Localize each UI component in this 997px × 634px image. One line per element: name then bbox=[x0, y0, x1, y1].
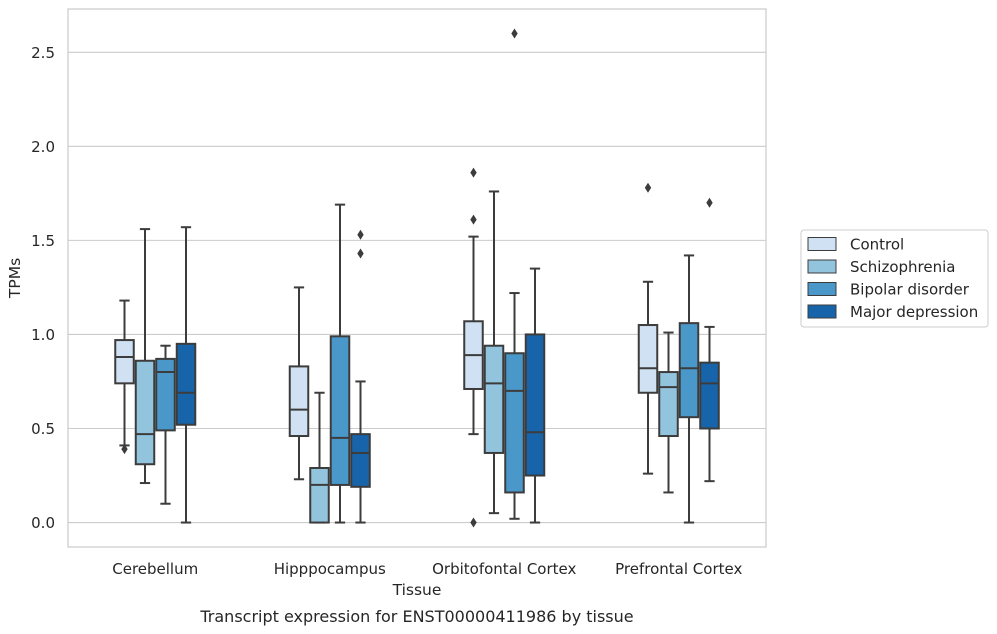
chart-caption: Transcript expression for ENST0000041198… bbox=[199, 607, 633, 626]
box bbox=[175, 226, 197, 524]
box-rect bbox=[678, 322, 700, 419]
boxes bbox=[114, 28, 720, 528]
box-rect bbox=[175, 342, 197, 426]
gridlines bbox=[68, 51, 766, 524]
box bbox=[463, 167, 484, 528]
legend-swatch bbox=[807, 304, 837, 319]
x-tick-labels: Cerebellum Hipppocampus Orbitofontal Corte… bbox=[112, 560, 742, 578]
box bbox=[504, 28, 525, 520]
outlier-point bbox=[357, 229, 364, 240]
box bbox=[483, 190, 505, 515]
box-rect bbox=[483, 344, 505, 454]
outlier-point bbox=[470, 167, 477, 178]
x-tick-label: Orbitofontal Cortex bbox=[432, 560, 576, 578]
y-tick-label: 0.0 bbox=[31, 514, 55, 532]
box bbox=[134, 228, 156, 485]
outlier-point bbox=[121, 444, 128, 455]
box bbox=[658, 331, 679, 494]
y-axis-label: TPMs bbox=[6, 258, 24, 299]
outlier-point bbox=[706, 197, 713, 208]
box-rect bbox=[350, 433, 371, 488]
box bbox=[114, 299, 135, 455]
box-rect bbox=[504, 352, 525, 494]
y-tick-label: 1.0 bbox=[31, 326, 55, 344]
legend-label: Control bbox=[850, 236, 904, 254]
y-tick-label: 1.5 bbox=[31, 232, 55, 250]
legend-swatch bbox=[807, 259, 837, 274]
box bbox=[329, 203, 351, 524]
box bbox=[155, 344, 176, 505]
x-tick-label: Prefrontal Cortex bbox=[615, 560, 742, 578]
box bbox=[309, 391, 330, 524]
plot-area bbox=[67, 8, 767, 548]
legend: Control Schizophrenia Bipolar disorder Majo… bbox=[800, 229, 989, 328]
legend-frame bbox=[800, 229, 989, 328]
box-rect bbox=[329, 335, 351, 486]
y-tick-label: 2.5 bbox=[31, 44, 55, 62]
legend-label: Schizophrenia bbox=[850, 258, 955, 276]
box-rect bbox=[134, 359, 156, 466]
outlier-point bbox=[470, 517, 477, 528]
box-rect bbox=[699, 361, 720, 430]
x-axis-label: Tissue bbox=[392, 581, 442, 599]
box-rect bbox=[114, 339, 135, 385]
box-rect bbox=[288, 365, 310, 438]
outlier-point bbox=[357, 248, 364, 259]
box-rect bbox=[637, 324, 659, 394]
y-tick-label: 2.0 bbox=[31, 138, 55, 156]
outlier-point bbox=[511, 28, 518, 39]
box bbox=[288, 286, 310, 481]
box-rect bbox=[524, 333, 546, 477]
y-tick-label: 0.5 bbox=[31, 420, 55, 438]
box-rect bbox=[155, 357, 176, 432]
outlier-point bbox=[644, 182, 652, 193]
outlier-point bbox=[470, 214, 477, 225]
legend-swatch bbox=[807, 237, 837, 251]
box bbox=[678, 254, 700, 524]
box-rect bbox=[658, 371, 679, 438]
box-rect bbox=[309, 466, 330, 524]
box bbox=[524, 267, 546, 524]
x-tick-label: Hipppocampus bbox=[274, 560, 386, 578]
y-tick-labels: 0.0 0.5 1.0 1.5 2.0 2.5 bbox=[31, 44, 55, 532]
box bbox=[350, 229, 371, 524]
box bbox=[637, 182, 659, 475]
legend-label: Major depression bbox=[850, 303, 978, 321]
box bbox=[699, 197, 720, 483]
legend-label: Bipolar disorder bbox=[850, 281, 970, 299]
legend-swatch bbox=[807, 282, 837, 296]
x-tick-label: Cerebellum bbox=[112, 560, 198, 578]
